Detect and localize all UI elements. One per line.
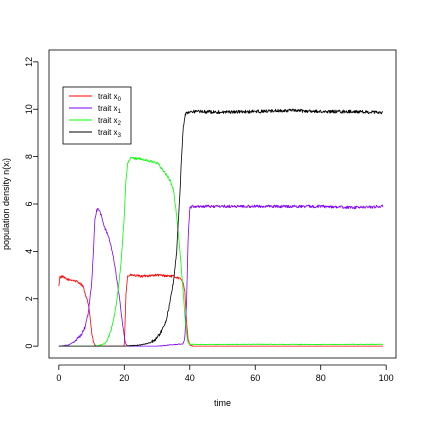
plot-frame <box>48 49 397 359</box>
x-tick-label: 60 <box>250 373 260 383</box>
x-tick-label: 80 <box>316 373 326 383</box>
x-axis-title: time <box>214 398 231 408</box>
series-line-trait-x1 <box>58 204 384 347</box>
series-line-trait-x3 <box>58 108 384 347</box>
legend-label: trait x2 <box>98 116 122 127</box>
series-line-trait-x2 <box>58 156 384 347</box>
x-tick-label: 100 <box>379 373 394 383</box>
series-layer <box>58 108 384 347</box>
x-axis: 0 20 40 60 80 100 <box>56 364 394 383</box>
y-tick-label: 12 <box>24 57 34 67</box>
legend-label: trait x0 <box>98 92 122 103</box>
legend-label: trait x3 <box>98 128 122 139</box>
y-axis-title: population density n(xᵢ) <box>1 158 11 250</box>
legend-box <box>62 86 132 145</box>
y-tick-label: 8 <box>24 154 34 159</box>
y-axis: 0 2 4 6 8 10 12 <box>24 57 39 349</box>
y-tick-label: 4 <box>24 249 34 254</box>
y-tick-label: 10 <box>24 104 34 114</box>
legend-label: trait x1 <box>98 104 122 115</box>
x-tick-label: 20 <box>119 373 129 383</box>
y-tick-label: 0 <box>24 344 34 349</box>
x-tick-label: 0 <box>56 373 61 383</box>
y-tick-label: 2 <box>24 296 34 301</box>
y-tick-label: 6 <box>24 201 34 206</box>
x-tick-label: 40 <box>185 373 195 383</box>
